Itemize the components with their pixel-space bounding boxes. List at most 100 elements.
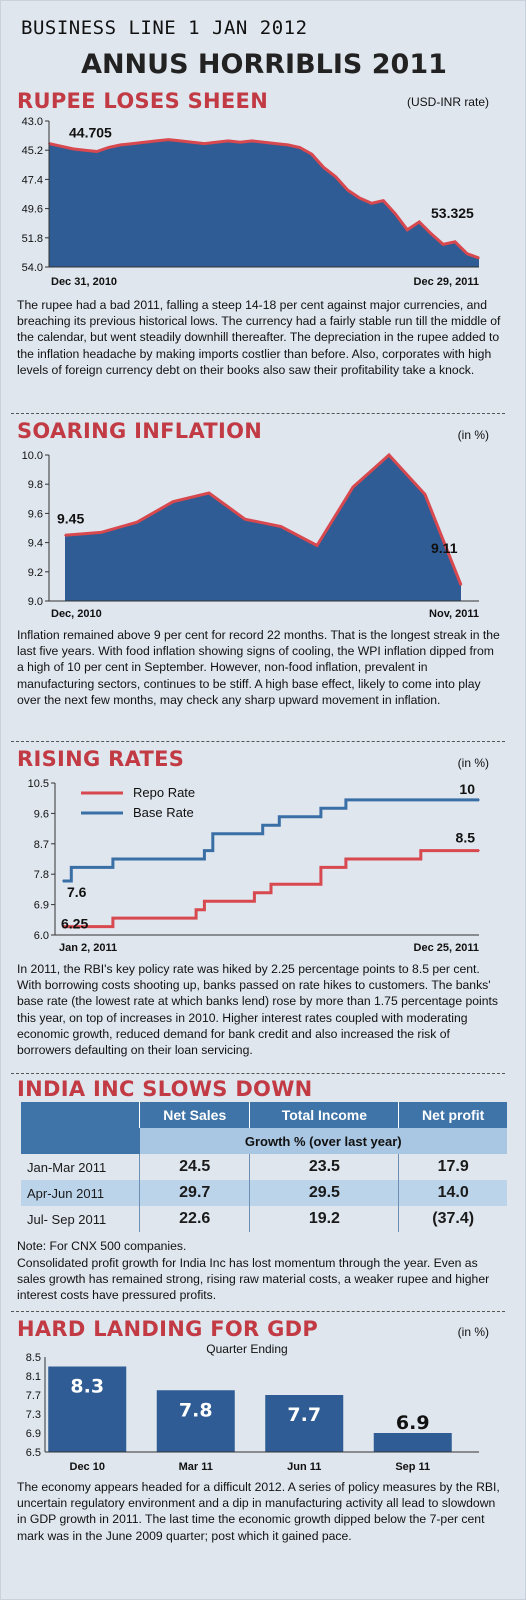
table-corner-sub: [21, 1128, 140, 1154]
rupee-data-point: [406, 229, 409, 231]
rupee-data-point: [203, 142, 206, 145]
rupee-data-point: [143, 141, 146, 144]
rates-paragraph: In 2011, the RBI's key policy rate was h…: [17, 962, 499, 1058]
inflation-unit-label: (in %): [457, 428, 489, 442]
gdp-bar-value-label: 8.3: [70, 1376, 104, 1398]
table-corner: [21, 1102, 140, 1128]
rupee-data-point: [60, 145, 62, 148]
rupee-paragraph: The rupee had a bad 2011, falling a stee…: [17, 298, 501, 377]
rupee-data-point: [370, 202, 373, 205]
col-header-net-sales: Net Sales: [138, 1102, 250, 1128]
base-data-point: [112, 858, 114, 860]
y-tick-label: 8.1: [26, 1371, 41, 1383]
y-tick-label: 51.8: [22, 233, 43, 245]
row-label: Jan-Mar 2011: [27, 1159, 107, 1175]
inflation-data-point: [172, 500, 174, 503]
gdp-bar-value-label: 6.9: [396, 1412, 430, 1434]
inflation-line: [64, 452, 463, 586]
rupee-data-point: [454, 240, 456, 243]
y-tick-label: 8.5: [26, 1352, 41, 1364]
col-header-net-profit: Net profit: [398, 1102, 507, 1128]
gdp-paragraph: The economy appears headed for a difficu…: [17, 1480, 500, 1543]
repo-end-annotation: 8.5: [456, 830, 476, 846]
rupee-data-point: [322, 166, 325, 169]
x-end-label: Dec 29, 2011: [414, 276, 479, 288]
section-divider: [11, 1073, 505, 1074]
cell-value: 24.5: [138, 1154, 250, 1180]
cell-value: 23.5: [249, 1154, 399, 1180]
x-start-label: Dec 31, 2010: [51, 276, 117, 288]
inflation-area: [65, 455, 461, 601]
rupee-data-point: [334, 175, 337, 178]
inflation-data-point: [352, 486, 354, 488]
repo-data-point: [419, 849, 422, 852]
y-tick-label: 10.5: [28, 778, 49, 790]
repo-data-point: [270, 883, 272, 886]
rupee-data-point: [394, 213, 397, 215]
rupee-data-point: [215, 141, 218, 144]
rupee-data-point: [466, 252, 468, 255]
india-inc-note: Note: For CNX 500 companies.: [17, 1239, 187, 1253]
base-data-point: [211, 832, 214, 835]
base-data-point: [261, 824, 264, 827]
base-data-point: [62, 880, 64, 882]
repo-start-annotation: 6.25: [61, 916, 88, 932]
gdp-section-title: HARD LANDING FOR GDP: [17, 1317, 319, 1341]
gdp-bar: [48, 1366, 127, 1452]
rates-chart: 6.0 6.9 7.8 8.7 9.6 10.5 Repo Rate Base Rate 6.2…: [28, 778, 480, 954]
gdp-chart: 6.5 6.9 7.3 7.7 8.1 8.5 Quarter Ending 8.3 Dec 1…: [26, 1342, 479, 1473]
rupee-data-point: [478, 257, 480, 259]
y-tick-label: 47.4: [22, 174, 43, 186]
rupee-data-point: [155, 140, 158, 142]
gdp-bar: [156, 1390, 235, 1452]
rates-section-title: RISING RATES: [17, 747, 185, 771]
y-tick-label: 7.8: [34, 869, 49, 881]
cell-value: (37.4): [398, 1206, 507, 1232]
row-label: Apr-Jun 2011: [21, 1180, 140, 1206]
cell-value: 22.6: [138, 1206, 250, 1232]
gdp-category-label: Sep 11: [395, 1461, 430, 1473]
rupee-data-point: [358, 197, 361, 199]
rupee-data-point: [310, 153, 313, 155]
table-row: Apr-Jun 2011 29.7 29.5 14.0: [21, 1180, 507, 1206]
y-tick-label: 49.6: [22, 204, 43, 216]
base-data-point: [478, 799, 480, 801]
inflation-data-point: [316, 544, 318, 547]
base-data-point: [419, 799, 422, 801]
india-inc-table: Net Sales Total Income Net profit Growth…: [21, 1102, 507, 1232]
inflation-paragraph: Inflation remained above 9 per cent for …: [17, 628, 500, 707]
repo-data-point: [195, 908, 197, 911]
rupee-data-point: [287, 144, 289, 146]
repo-data-point: [203, 900, 206, 903]
gdp-subtitle: Quarter Ending: [206, 1342, 287, 1356]
y-tick-label: 9.2: [28, 567, 43, 579]
rupee-data-point: [382, 199, 385, 202]
y-tick-label: 54.0: [22, 262, 43, 274]
rupee-data-point: [72, 148, 74, 150]
rupee-data-point: [442, 243, 444, 246]
base-data-point: [203, 849, 206, 852]
legend-base-label: Base Rate: [133, 805, 194, 820]
inflation-data-point: [64, 534, 66, 537]
gdp-bar-value-label: 7.8: [179, 1399, 213, 1421]
rupee-chart: 43.0 45.2 47.4 49.6 51.8 54.0 44.705 53.325 Dec …: [22, 116, 480, 288]
section-divider: [11, 1311, 505, 1312]
section-divider: [11, 413, 505, 414]
rupee-start-annotation: 44.705: [69, 125, 112, 141]
x-end-label: Nov, 2011: [429, 608, 479, 620]
x-start-label: Jan 2, 2011: [59, 942, 117, 954]
legend-repo-label: Repo Rate: [133, 785, 195, 800]
base-start-annotation: 7.6: [67, 884, 87, 900]
row-label: Jul- Sep 2011: [27, 1211, 107, 1227]
repo-data-point: [253, 891, 256, 894]
rupee-data-point: [131, 142, 134, 145]
repo-data-point: [403, 858, 405, 860]
rupee-data-point: [107, 146, 110, 149]
y-tick-label: 7.7: [26, 1390, 41, 1402]
y-tick-label: 9.8: [28, 479, 43, 491]
rupee-data-point: [227, 140, 229, 142]
repo-data-point: [112, 917, 114, 919]
rupee-data-point: [346, 189, 349, 191]
gdp-category-label: Mar 11: [179, 1461, 213, 1473]
